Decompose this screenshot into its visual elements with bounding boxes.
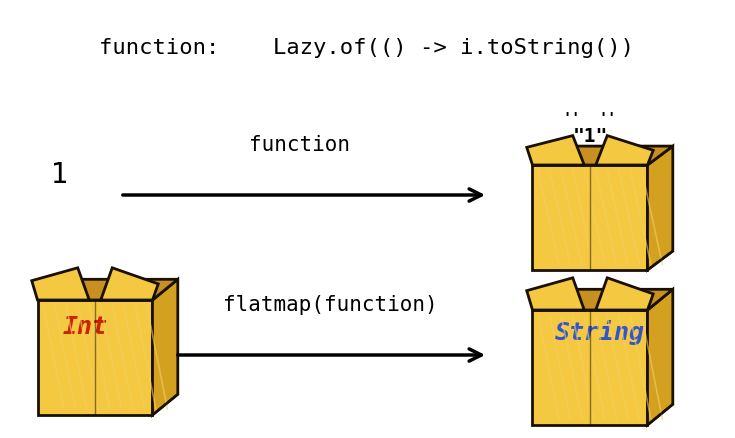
Text: "1": "1" <box>573 127 608 146</box>
Polygon shape <box>37 300 152 415</box>
Text: function:    Lazy.of(() -> i.toString()): function: Lazy.of(() -> i.toString()) <box>99 38 634 58</box>
Text: '': '' <box>563 113 581 127</box>
Polygon shape <box>532 146 673 165</box>
Text: function: function <box>249 135 351 155</box>
Polygon shape <box>532 310 648 425</box>
Text: flatmap(function): flatmap(function) <box>223 295 437 315</box>
Polygon shape <box>532 290 673 310</box>
Polygon shape <box>101 268 158 300</box>
Text: '': '' <box>599 113 617 127</box>
Polygon shape <box>648 290 673 425</box>
Text: String: String <box>555 320 645 345</box>
Polygon shape <box>527 136 584 165</box>
Polygon shape <box>152 279 178 415</box>
Polygon shape <box>527 278 584 310</box>
Polygon shape <box>532 165 648 270</box>
Polygon shape <box>32 268 89 300</box>
Polygon shape <box>596 136 653 165</box>
Polygon shape <box>37 279 178 300</box>
Text: Int: Int <box>62 315 107 339</box>
Polygon shape <box>596 278 653 310</box>
Text: 1: 1 <box>51 161 69 189</box>
Polygon shape <box>648 146 673 270</box>
